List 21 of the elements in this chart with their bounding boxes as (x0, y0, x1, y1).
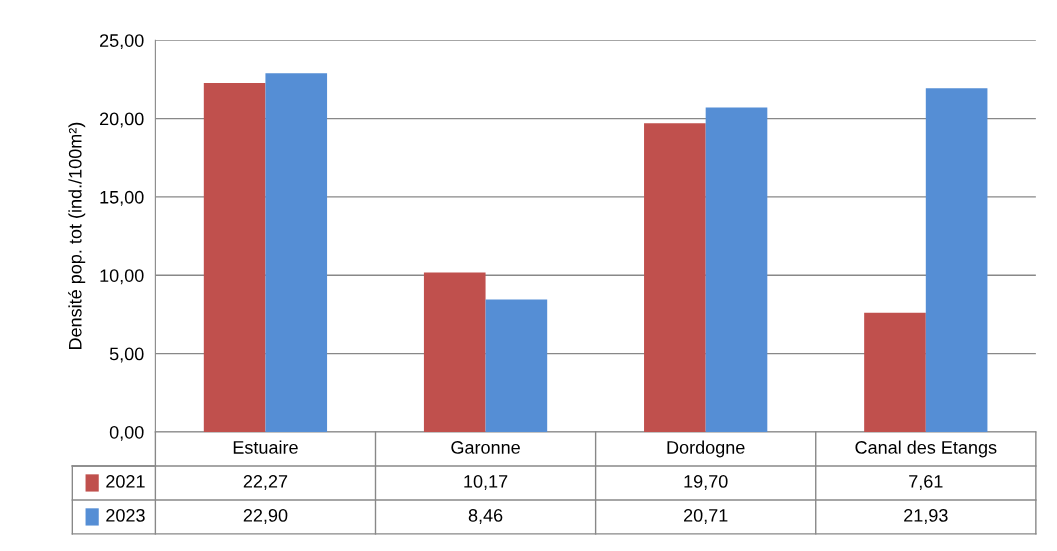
data-label: 19,70 (684, 475, 728, 490)
x-tick-label: Garonne (451, 441, 520, 454)
data-label: 20,71 (684, 508, 728, 524)
y-tick-label: 5,00 (109, 347, 144, 363)
legend-label: 2023 (106, 508, 145, 522)
data-label: 21,93 (904, 508, 948, 524)
x-tick-label: Canal des Etangs (855, 440, 997, 458)
data-label: 7,61 (909, 475, 943, 490)
legend-label: 2021 (106, 475, 145, 488)
data-label: 8,46 (468, 508, 503, 524)
y-tick-label: 0,00 (109, 425, 144, 441)
y-tick-label: 25,00 (100, 34, 144, 50)
data-label: 22,27 (243, 475, 288, 490)
y-axis-title: Densité pop. tot (ind./100m²) (68, 122, 86, 350)
x-tick-label: Dordogne (667, 440, 745, 458)
data-label: 22,90 (243, 508, 288, 524)
x-tick-label: Estuaire (233, 440, 298, 454)
y-tick-label: 20,00 (100, 112, 144, 128)
y-tick-label: 15,00 (100, 190, 144, 206)
y-tick-label: 10,00 (100, 269, 144, 285)
data-label: 10,17 (464, 475, 508, 490)
